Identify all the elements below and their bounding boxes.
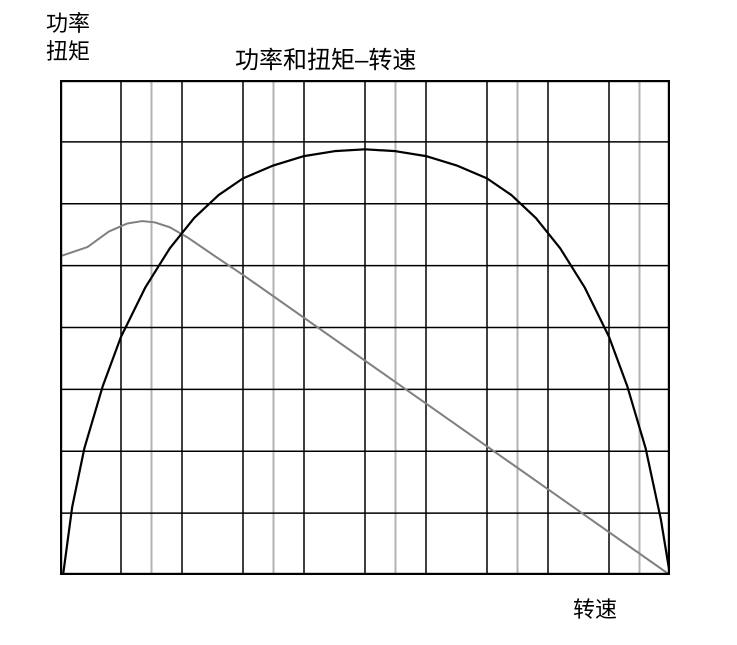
page: 功率 扭矩 功率和扭矩–转速 转速 bbox=[0, 0, 737, 645]
chart-title: 功率和扭矩–转速 bbox=[235, 40, 416, 75]
y-axis-label: 功率 扭矩 bbox=[46, 10, 90, 65]
plot-area bbox=[60, 80, 670, 575]
plot-svg bbox=[60, 80, 670, 575]
y-axis-label-line1: 功率 bbox=[46, 11, 90, 36]
y-axis-label-line2: 扭矩 bbox=[46, 39, 90, 64]
x-axis-label: 转速 bbox=[573, 592, 617, 624]
